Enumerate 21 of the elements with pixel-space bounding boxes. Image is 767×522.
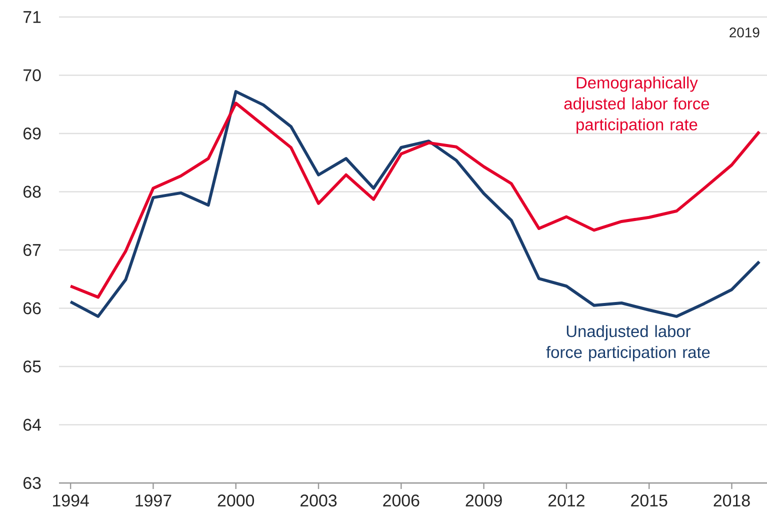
x-tick-label: 1994 [53,494,89,507]
x-tick-label: 2003 [300,494,337,507]
x-tick-label: 2012 [548,494,584,507]
x-tick-label: 2000 [218,494,254,507]
y-tick-label: 68 [24,186,41,198]
x-tick-label: 2018 [714,494,750,507]
annotation: 2019 [730,28,760,38]
y-tick-label: 69 [24,128,41,140]
y-tick-label: 63 [24,477,41,489]
x-tick-label: 2006 [383,494,420,507]
series-label: Unadjusted labor force participation rate [546,325,710,362]
x-tick-label: 2009 [466,494,502,507]
y-tick-label: 66 [24,302,41,314]
y-tick-label: 65 [24,360,41,373]
y-tick-label: 70 [24,69,41,82]
y-tick-label: 64 [24,418,41,431]
y-tick-label: 67 [24,244,41,256]
x-tick-label: 2015 [631,494,668,507]
x-tick-label: 1997 [136,494,172,507]
text: Demographically adjusted labor force participation rate [564,76,710,134]
y-tick-label: 71 [24,11,41,23]
